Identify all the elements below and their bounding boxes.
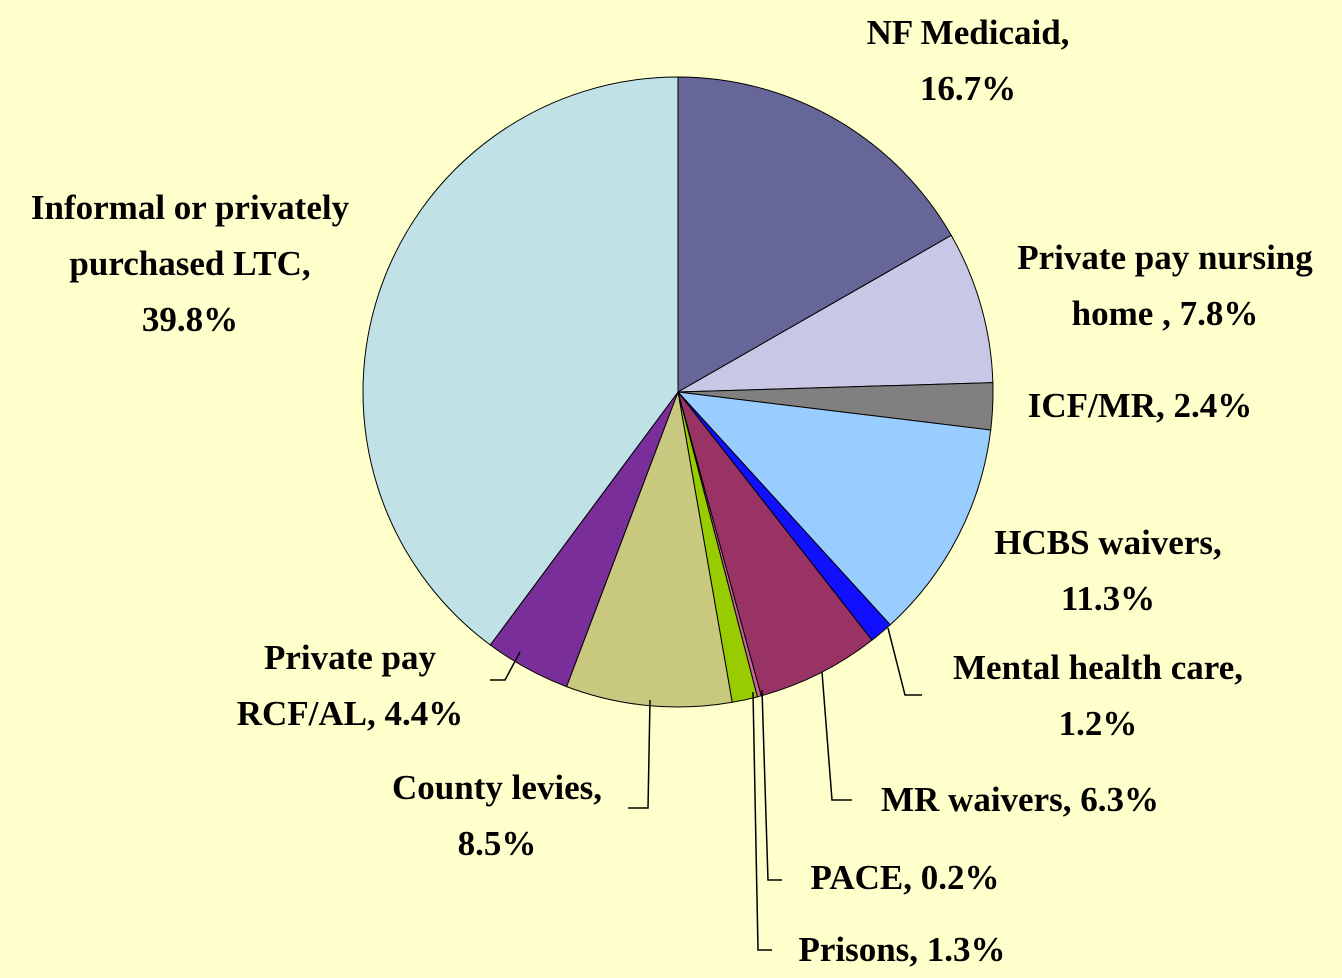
category-label: Informal or privately purchased LTC, <box>30 188 350 283</box>
slice-label: County levies, 8.5% <box>357 760 637 872</box>
pie-slice <box>677 234 994 393</box>
slice-label: Mental health care, 1.2% <box>918 640 1278 752</box>
pie-slice <box>565 390 733 708</box>
pie-slice <box>677 76 952 393</box>
category-label: HCBS waivers, <box>994 523 1222 562</box>
pie-slice <box>676 391 992 626</box>
slice-label: Prisons, 1.3% <box>762 922 1042 978</box>
category-label: MR waivers, <box>880 780 1072 819</box>
slice-label: Informal or privately purchased LTC, 39.… <box>18 180 363 348</box>
value-label: 2.4% <box>1173 386 1253 425</box>
leader-line <box>490 651 521 681</box>
pie-slice <box>677 391 873 697</box>
category-label: Private pay nursing home , <box>1017 238 1313 333</box>
value-label: 1.2% <box>1058 704 1138 743</box>
value-label: 11.3% <box>1060 579 1156 618</box>
value-label: 8.5% <box>457 824 537 863</box>
category-label: Prisons, <box>798 930 919 969</box>
leader-line <box>752 691 772 951</box>
category-label: Mental health care, <box>953 648 1243 687</box>
value-label: 6.3% <box>1080 780 1159 819</box>
value-label: 1.3% <box>926 930 1006 969</box>
leader-line <box>821 671 852 801</box>
slice-label: Private pay RCF/AL, 4.4% <box>200 630 500 742</box>
category-label: ICF/MR, <box>1027 386 1165 425</box>
slice-label: NF Medicaid, 16.7% <box>838 5 1098 117</box>
category-label: PACE, <box>810 858 912 897</box>
leader-line <box>761 689 782 881</box>
pie-slice <box>362 76 679 646</box>
category-label: Private pay RCF/AL, <box>236 638 437 733</box>
value-label: 16.7% <box>919 69 1017 108</box>
category-label: NF Medicaid, <box>866 13 1070 52</box>
value-label: 4.4% <box>384 694 464 733</box>
leader-line <box>887 627 922 696</box>
slice-label: HCBS waivers, 11.3% <box>958 515 1258 627</box>
slice-label: ICF/MR, 2.4% <box>990 378 1290 434</box>
slice-label: MR waivers, 6.3% <box>850 772 1190 828</box>
value-label: 0.2% <box>920 858 1000 897</box>
slice-label: Private pay nursing home , 7.8% <box>990 230 1340 342</box>
slice-label: PACE, 0.2% <box>775 850 1035 906</box>
value-label: 7.8% <box>1179 294 1259 333</box>
value-label: 39.8% <box>141 300 239 339</box>
leader-line <box>628 699 651 809</box>
category-label: County levies, <box>392 768 602 807</box>
